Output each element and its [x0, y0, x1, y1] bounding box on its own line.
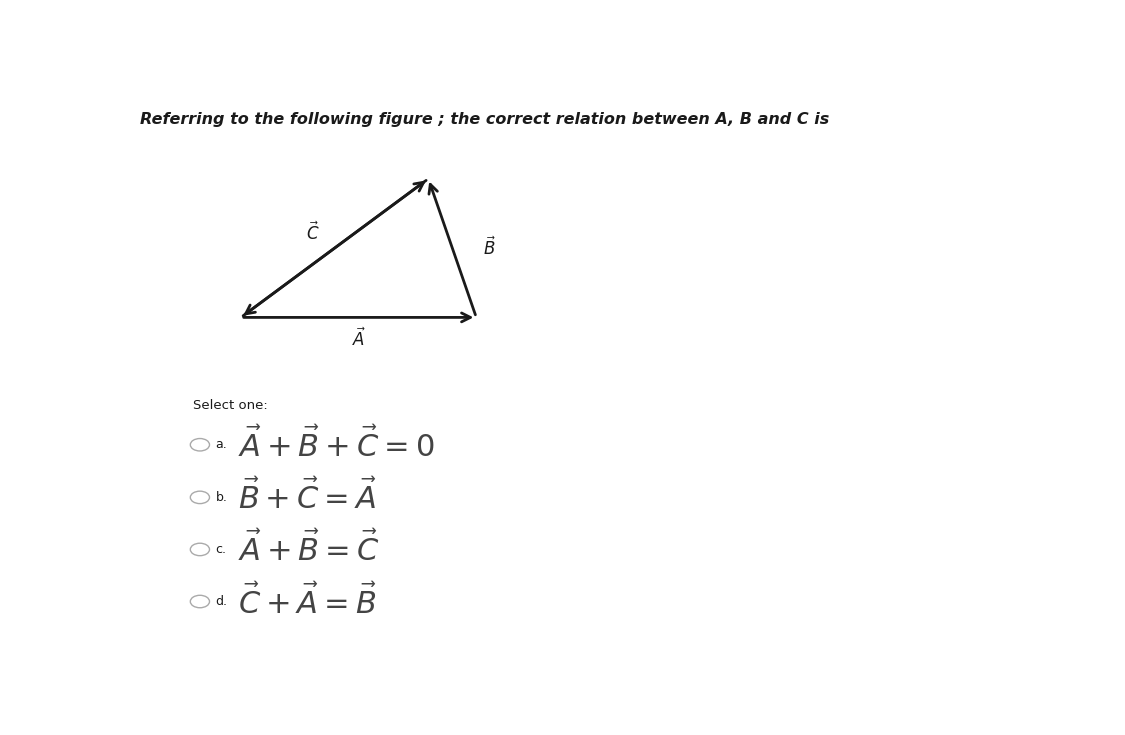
Text: $\vec{A} + \vec{B} + \vec{C} = 0$: $\vec{A} + \vec{B} + \vec{C} = 0$ [238, 427, 434, 463]
Text: $\vec{C} + \vec{A} = \vec{B}$: $\vec{C} + \vec{A} = \vec{B}$ [238, 584, 377, 620]
Text: d.: d. [216, 595, 227, 608]
Text: a.: a. [216, 438, 227, 451]
Text: c.: c. [216, 543, 226, 556]
Text: $\vec{A} + \vec{B} = \vec{C}$: $\vec{A} + \vec{B} = \vec{C}$ [238, 531, 380, 567]
Text: $\vec{B}$: $\vec{B}$ [483, 237, 496, 259]
Text: Referring to the following figure ; the correct relation between A, B and C is: Referring to the following figure ; the … [141, 112, 829, 127]
Text: Select one:: Select one: [193, 398, 268, 412]
Text: $\vec{B} + \vec{C} = \vec{A}$: $\vec{B} + \vec{C} = \vec{A}$ [238, 479, 377, 515]
Text: $\vec{C}$: $\vec{C}$ [306, 221, 319, 244]
Text: $\vec{A}$: $\vec{A}$ [351, 327, 366, 350]
Text: b.: b. [216, 491, 227, 504]
